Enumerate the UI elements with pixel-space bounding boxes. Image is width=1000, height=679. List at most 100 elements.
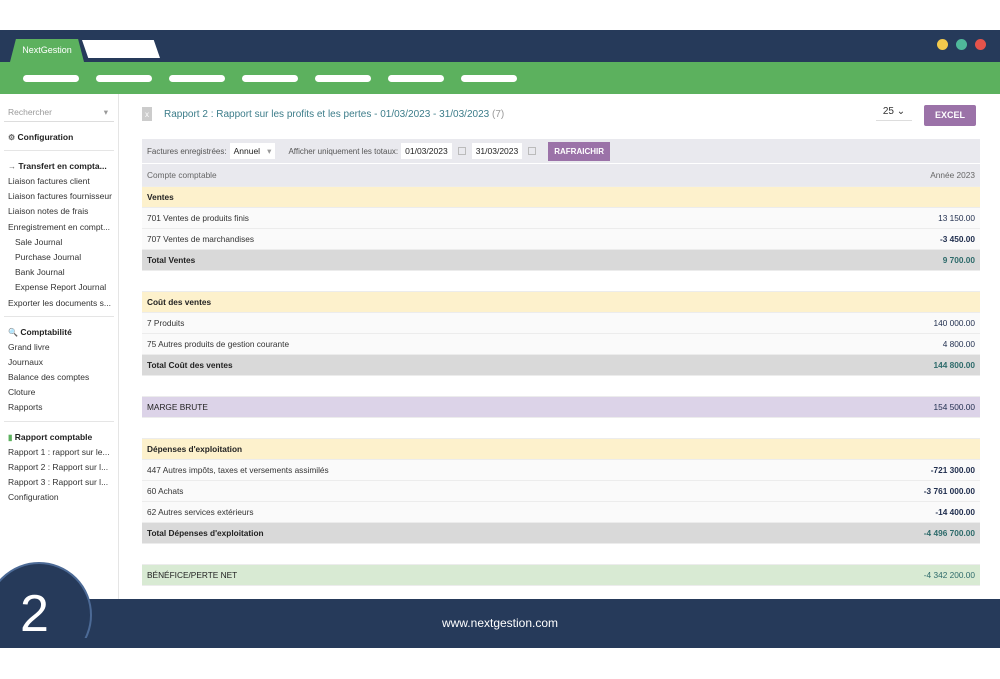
row-label: 60 Achats [147,486,184,496]
menu-item[interactable] [96,75,152,82]
sidebar-item[interactable]: Enregistrement en compt... [8,221,111,232]
page-title: x Rapport 2 : Rapport sur les profits et… [142,107,504,121]
table-row: Ventes [142,187,980,208]
table-row[interactable]: 7 Produits 140 000.00 [142,313,980,334]
menu-item[interactable] [169,75,225,82]
sidebar-item[interactable]: Sale Journal [15,236,63,247]
menu-item[interactable] [315,75,371,82]
sidebar-item[interactable]: Configuration [8,492,59,503]
row-value: 140 000.00 [933,318,975,328]
sidebar-item[interactable]: Purchase Journal [15,251,82,262]
title-bar: NextGestion [0,30,1000,62]
row-label: Ventes [147,192,174,202]
invoices-select[interactable]: Annuel ▾ [229,143,276,159]
table-row[interactable]: 60 Achats -3 761 000.00 [142,481,980,502]
sidebar-item[interactable]: Rapport 1 : rapport sur le... [8,446,110,457]
window-dot[interactable] [975,39,986,50]
date-to-input[interactable]: 31/03/2023 [471,143,523,159]
calendar-icon[interactable] [528,147,537,155]
tab-new[interactable] [82,40,160,58]
sidebar-section[interactable]: ⚙ Configuration [8,132,74,142]
row-label: Total Dépenses d'exploitation [147,528,264,538]
table-row: Total Coût des ventes 144 800.00 [142,355,980,376]
sidebar-item[interactable]: Grand livre [8,341,50,352]
window-dot[interactable] [956,39,967,50]
table-row [142,418,980,439]
menu-item[interactable] [23,75,79,82]
filter-bar: Factures enregistrées: Annuel ▾ Afficher… [142,139,980,163]
table-row[interactable]: 707 Ventes de marchandises -3 450.00 [142,229,980,250]
calendar-icon[interactable] [457,147,466,155]
row-value: -4 496 700.00 [923,528,975,538]
table-row: MARGE BRUTE 154 500.00 [142,397,980,418]
row-label: 62 Autres services extérieurs [147,507,254,517]
sidebar-item[interactable]: Exporter les documents s... [8,297,111,308]
row-value: -721 300.00 [930,465,975,475]
sidebar-item[interactable]: Balance des comptes [8,372,90,383]
table-row [142,271,980,292]
caret-down-icon: ▾ [103,107,108,117]
sidebar-section[interactable]: → Transfert en compta... [8,161,107,171]
row-label: MARGE BRUTE [147,402,208,412]
sidebar-item[interactable]: Liaison factures fournisseur [8,191,112,202]
table-row: Dépenses d'exploitation [142,439,980,460]
row-label: BÉNÉFICE/PERTE NET [147,570,238,580]
divider [4,420,114,422]
row-value: -3 761 000.00 [923,486,975,496]
sidebar-item[interactable]: Bank Journal [15,267,65,278]
row-value: -14 400.00 [935,507,975,517]
sidebar-item[interactable]: Rapports [8,402,43,413]
row-label: Total Coût des ventes [147,360,233,370]
table-row[interactable]: 75 Autres produits de gestion courante 4 … [142,334,980,355]
table-row[interactable]: 701 Ventes de produits finis 13 150.00 [142,208,980,229]
sidebar-item[interactable]: Expense Report Journal [15,282,107,293]
document-icon: ▮ [8,432,13,442]
row-label: 447 Autres impôts, taxes et versements a… [147,465,329,475]
sidebar-item[interactable]: Liaison factures client [8,176,90,186]
sidebar-item[interactable]: Journaux [8,356,43,367]
table-row [142,544,980,565]
menu-item[interactable] [242,75,298,82]
per-page-select[interactable]: 25 ⌄ [876,106,912,121]
row-value: 13 150.00 [938,213,975,223]
tab-nextgestion[interactable]: NextGestion [10,39,84,62]
sidebar-item[interactable]: Cloture [8,387,36,398]
row-label: Coût des ventes [147,297,212,307]
window-dot[interactable] [937,39,948,50]
table-row[interactable]: 62 Autres services extérieurs -14 400.00 [142,502,980,523]
divider [4,150,114,151]
row-value: 9 700.00 [942,255,975,265]
table-row: Total Dépenses d'exploitation -4 496 700.… [142,523,980,544]
menu-item[interactable] [388,75,444,82]
excel-button[interactable]: EXCEL [924,105,976,126]
sidebar-section[interactable]: ▮ Rapport comptable [8,431,93,442]
sidebar-item[interactable]: Rapport 3 : Rapport sur l... [8,477,109,487]
row-value: 154 500.00 [933,402,975,412]
sidebar-item[interactable]: Liaison notes de frais [8,206,89,217]
row-label: Dépenses d'exploitation [147,444,243,454]
row-value: -3 450.00 [939,234,975,244]
row-label: 7 Produits [147,318,185,328]
table-header: Compte comptable Année 2023 [142,164,980,187]
excel-file-icon: x [142,107,152,121]
date-from-input[interactable]: 01/03/2023 [401,143,452,159]
sidebar-section[interactable]: 🔍 Comptabilité [8,326,72,337]
menu-item[interactable] [461,75,517,82]
table-row: BÉNÉFICE/PERTE NET -4 342 200.00 [142,565,980,586]
footer: www.nextgestion.com [0,599,1000,648]
sidebar-item[interactable]: Rapport 2 : Rapport sur l... [8,461,109,472]
row-value: 144 800.00 [933,360,975,370]
chevron-down-icon: ⌄ [896,106,906,117]
gears-icon: ⚙ [8,133,16,142]
table-row: Coût des ventes [142,292,980,313]
sidebar: Rechercher ▾ ⚙ Configuration → Transfert e… [0,94,119,599]
caret-down-icon: ▾ [267,146,272,156]
app-window: NextGestion Rechercher ▾ ⚙ Configuration →… [0,30,1000,648]
search-select[interactable]: Rechercher ▾ [4,107,114,122]
arrow-right-icon: → [8,162,16,171]
refresh-button[interactable]: RAFRAICHIR [548,141,611,161]
report-table: Compte comptable Année 2023 Ventes 701 Ven… [142,164,980,586]
table-row [142,376,980,397]
row-label: 701 Ventes de produits finis [147,213,249,223]
table-row[interactable]: 447 Autres impôts, taxes et versements a… [142,460,980,481]
